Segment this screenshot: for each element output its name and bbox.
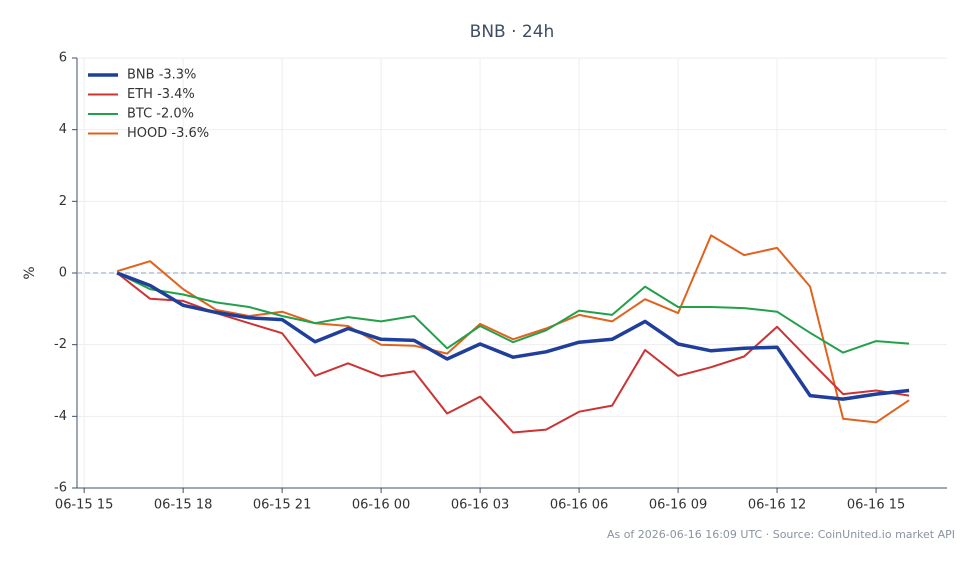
legend-label: BTC -2.0% — [127, 107, 194, 122]
legend-label: BNB -3.3% — [127, 68, 196, 83]
series-line — [116, 272, 910, 434]
x-tick-label: 06-15 21 — [253, 498, 311, 513]
y-tick-label: -4 — [54, 409, 67, 424]
x-tick-label: 06-16 15 — [847, 498, 905, 513]
x-tick-label: 06-16 09 — [649, 498, 707, 513]
y-axis-label: % — [22, 266, 38, 279]
x-tick-label: 06-16 12 — [748, 498, 806, 513]
legend-label: ETH -3.4% — [127, 87, 195, 102]
x-tick-label: 06-16 03 — [451, 498, 509, 513]
y-tick-label: -2 — [54, 337, 67, 352]
x-tick-label: 06-15 15 — [55, 498, 113, 513]
y-tick-label: 0 — [59, 266, 67, 281]
series-line — [116, 271, 910, 401]
x-tick-label: 06-15 18 — [154, 498, 212, 513]
legend-label: HOOD -3.6% — [127, 126, 209, 141]
series-line — [116, 234, 910, 424]
series-line — [116, 272, 910, 354]
chart-title: BNB · 24h — [470, 22, 555, 42]
y-tick-label: 4 — [59, 122, 67, 137]
x-tick-label: 06-16 00 — [352, 498, 410, 513]
y-tick-label: -6 — [54, 481, 67, 496]
y-tick-label: 2 — [59, 194, 67, 209]
footnote: As of 2026-06-16 16:09 UTC · Source: Coi… — [607, 528, 955, 541]
x-tick-label: 06-16 06 — [550, 498, 608, 513]
y-tick-label: 6 — [59, 51, 67, 66]
